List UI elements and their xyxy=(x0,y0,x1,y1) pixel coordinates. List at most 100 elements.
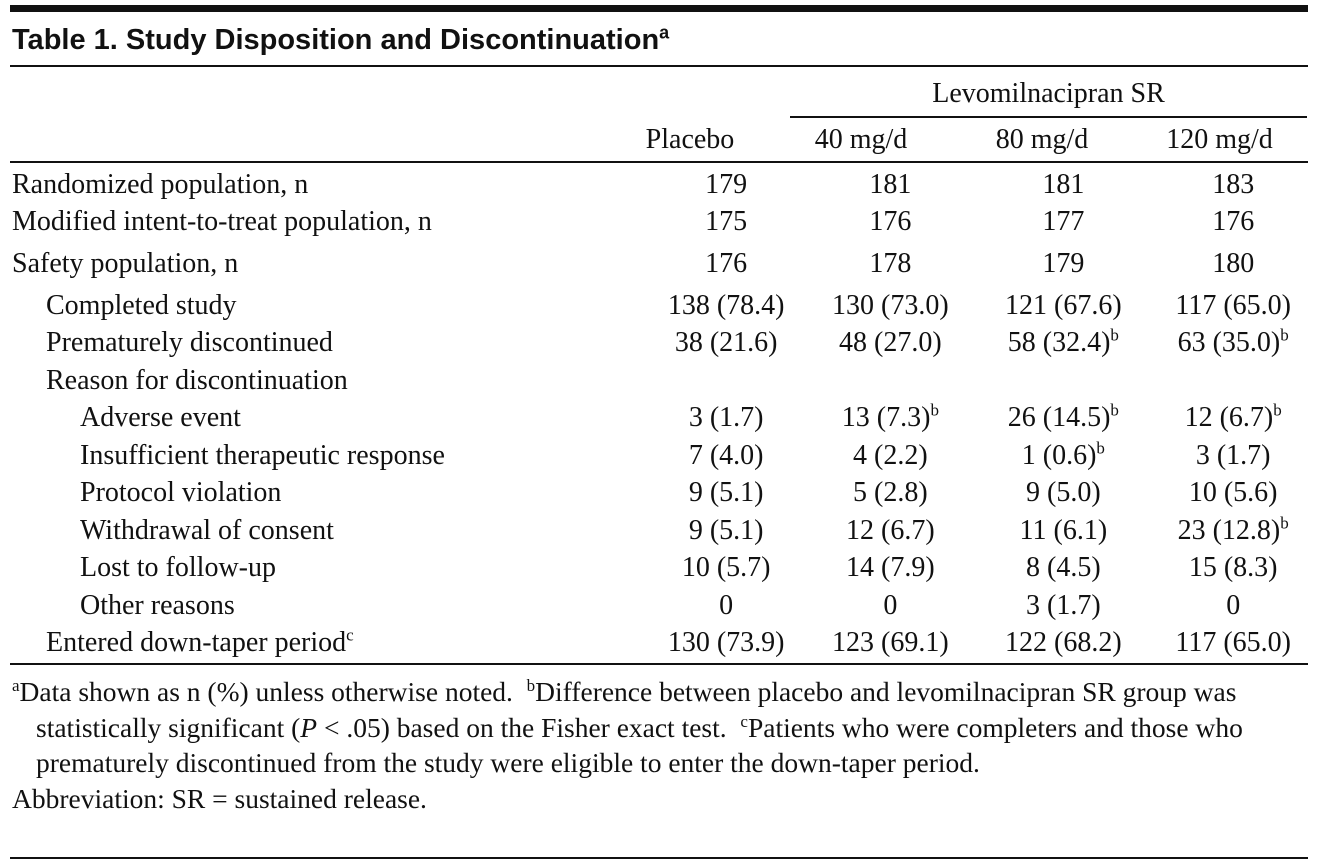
table-cell: 175 xyxy=(705,206,748,238)
table-row: Completed study 138 (78.4) 130 (73.0) 121 (… xyxy=(12,287,1317,325)
cell-text: 26 (14.5) xyxy=(1007,402,1111,434)
table-row: Insufficient therapeutic response 7 (4.0)… xyxy=(12,437,1317,475)
table-cell: 130 (73.9) xyxy=(667,627,785,659)
table-cell: 10 (5.6) xyxy=(1188,477,1278,509)
table-cell: 3 (1.7) xyxy=(1195,439,1271,471)
top-rule xyxy=(10,5,1308,12)
table-cell: 14 (7.9) xyxy=(846,552,935,584)
table-title: Table 1. Study Disposition and Discontin… xyxy=(12,22,670,57)
table-cell: 26 (14.5)b xyxy=(977,400,1149,438)
cell-text: 12 (6.7) xyxy=(1184,402,1274,434)
footnote-mark: c xyxy=(740,711,748,731)
table-cell: 3 (1.7) xyxy=(1026,589,1101,621)
table-row: Entered down-taper periodc 130 (73.9) 123 … xyxy=(12,625,1317,663)
cell-sup: b xyxy=(1110,325,1119,345)
table-row: Lost to follow-up 10 (5.7) 14 (7.9) 8 (4.5)… xyxy=(12,550,1317,588)
footnote-text: Patients who were completers and those w… xyxy=(36,711,1243,779)
table-cell: 4 (2.2) xyxy=(853,439,928,471)
table-cell: 10 (5.7) xyxy=(681,552,771,584)
cell-text: 13 (7.3) xyxy=(841,402,931,434)
cell-text: 23 (12.8) xyxy=(1177,514,1281,546)
table-cell: 130 (73.0) xyxy=(832,289,949,321)
table-row: Randomized population, n 179 181 181 183 xyxy=(12,166,1317,204)
table-cell: 23 (12.8)b xyxy=(1149,512,1317,550)
body-rule xyxy=(10,663,1308,665)
table-cell: 180 xyxy=(1212,248,1255,279)
footnote-text: Data shown as n (%) unless otherwise not… xyxy=(19,676,513,707)
cell-sup: b xyxy=(1280,513,1289,533)
table-cell: 12 (6.7)b xyxy=(1149,400,1317,438)
table-cell: 138 (78.4) xyxy=(667,289,785,321)
table-cell: 176 xyxy=(705,248,748,279)
table-row: Reason for discontinuation xyxy=(12,362,1317,400)
table-cell: 8 (4.5) xyxy=(1026,552,1101,584)
table-cell: 13 (7.3)b xyxy=(803,400,977,438)
abbreviation: Abbreviation: SR = sustained release. xyxy=(12,782,427,814)
cell-text: Entered down-taper period xyxy=(46,627,347,659)
row-label: Lost to follow-up xyxy=(80,552,276,584)
table-cell: 3 (1.7) xyxy=(688,402,764,434)
cell-sup: b xyxy=(1110,400,1119,420)
table-cell: 9 (5.1) xyxy=(688,514,764,546)
row-label: Adverse event xyxy=(80,402,241,434)
row-label: Prematurely discontinued xyxy=(46,327,333,359)
column-header: 120 mg/d xyxy=(1166,123,1273,155)
table-cell: 9 (5.0) xyxy=(1026,477,1101,509)
cell-sup: b xyxy=(1273,400,1282,420)
row-label: Reason for discontinuation xyxy=(46,364,348,396)
table-cell: 0 xyxy=(719,589,734,621)
row-label: Withdrawal of consent xyxy=(80,514,334,546)
cell-sup: c xyxy=(346,625,354,645)
row-label: Modified intent-to-treat population, n xyxy=(12,206,432,238)
table-cell: 9 (5.1) xyxy=(688,477,764,509)
header-rule xyxy=(10,161,1308,163)
row-label: Safety population, n xyxy=(12,248,239,279)
cell-sup: b xyxy=(930,400,939,420)
table-cell: 58 (32.4)b xyxy=(977,325,1149,363)
table-cell: 176 xyxy=(1212,206,1255,238)
title-rule xyxy=(10,65,1308,67)
table-cell: 123 (69.1) xyxy=(832,627,949,659)
table-cell: 11 (6.1) xyxy=(1019,514,1108,546)
row-label: Other reasons xyxy=(80,589,235,621)
table-cell: 179 xyxy=(1042,248,1085,279)
title-text: Table 1. Study Disposition and Discontin… xyxy=(12,24,660,56)
group-rule xyxy=(790,116,1307,118)
footnote: aData shown as n (%) unless otherwise no… xyxy=(12,674,1312,781)
table-row: Withdrawal of consent 9 (5.1) 12 (6.7) 11 (… xyxy=(12,512,1317,550)
column-header: 80 mg/d xyxy=(995,123,1089,155)
table-cell: 181 xyxy=(1042,168,1085,200)
footnotes: aData shown as n (%) unless otherwise no… xyxy=(12,674,1312,816)
header-table: Placebo 40 mg/d 80 mg/d 120 mg/d xyxy=(12,121,1307,159)
table-row: Prematurely discontinued 38 (21.6) 48 (27.… xyxy=(12,325,1317,363)
table-cell: 177 xyxy=(1042,206,1085,238)
cell-sup: b xyxy=(1280,325,1289,345)
cell-text: 1 (0.6) xyxy=(1021,439,1097,471)
table-cell: 0 xyxy=(883,589,898,621)
table-row: Adverse event 3 (1.7) 13 (7.3)b 26 (14.5)b 1… xyxy=(12,400,1317,438)
table-cell: 121 (67.6) xyxy=(1005,289,1122,321)
row-label: Entered down-taper periodc xyxy=(12,625,649,663)
row-label: Protocol violation xyxy=(80,477,282,509)
row-label: Insufficient therapeutic response xyxy=(80,439,445,471)
table-row: Other reasons 0 0 3 (1.7) 0 xyxy=(12,587,1317,625)
bottom-rule xyxy=(10,857,1308,859)
table-row: Protocol violation 9 (5.1) 5 (2.8) 9 (5.0) 1… xyxy=(12,475,1317,513)
table-row: Safety population, n 176 178 179 180 xyxy=(12,241,1317,287)
data-table: Randomized population, n 179 181 181 183 Modi… xyxy=(12,166,1317,662)
table-cell: 7 (4.0) xyxy=(688,439,764,471)
table-cell: 117 (65.0) xyxy=(1175,289,1291,321)
column-header: 40 mg/d xyxy=(814,123,908,155)
footnote-mark: b xyxy=(526,675,536,695)
table-cell xyxy=(649,362,804,400)
row-label: Completed study xyxy=(46,289,237,321)
table-cell: 179 xyxy=(705,168,748,200)
table-cell: 1 (0.6)b xyxy=(977,437,1149,475)
title-sup: a xyxy=(659,22,670,43)
table-cell: 15 (8.3) xyxy=(1188,552,1278,584)
cell-text: 63 (35.0) xyxy=(1177,327,1281,359)
table-cell: 178 xyxy=(869,248,912,279)
table-cell: 117 (65.0) xyxy=(1175,627,1291,659)
footnote-text: < .05) based on the Fisher exact test. xyxy=(317,711,727,743)
